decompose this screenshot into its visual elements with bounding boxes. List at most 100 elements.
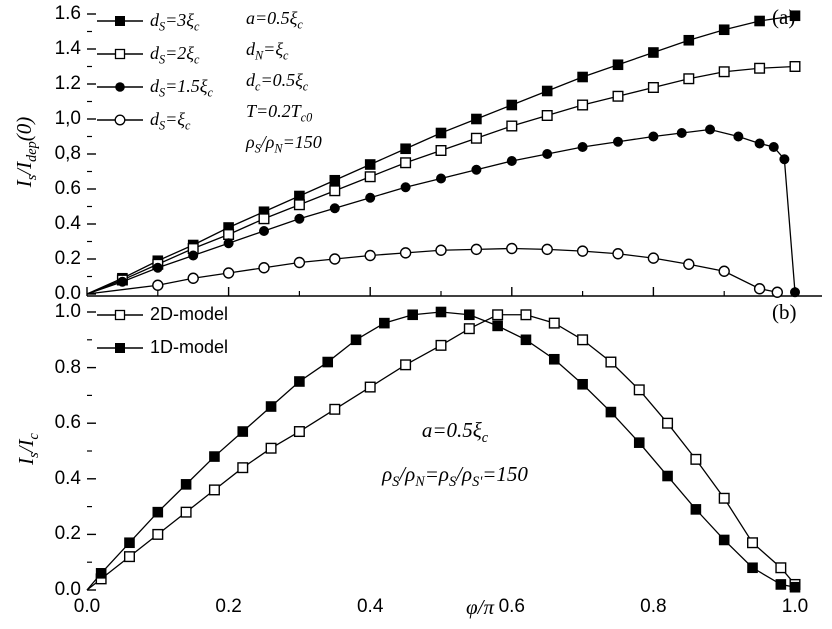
marker-square-filled [379, 317, 390, 329]
y-tick-label-a: 1.6 [54, 3, 81, 24]
y-tick-label-a: 0.2 [54, 248, 81, 269]
y-tick-label-b: 0.2 [54, 523, 81, 545]
marker-square-filled [754, 15, 765, 27]
y-tick-label-a: 1.4 [54, 38, 81, 59]
marker-square-open [775, 562, 787, 574]
marker-square-filled [124, 537, 135, 549]
marker-square-filled [648, 47, 659, 58]
marker-square-filled [364, 159, 376, 170]
marker-square-open [265, 442, 277, 454]
legend-square-filled-icon [97, 15, 143, 26]
marker-circle-filled [117, 276, 128, 287]
marker-square-open [662, 417, 674, 429]
marker-square-open [208, 484, 220, 496]
marker-square-filled [294, 376, 305, 387]
marker-square-open [152, 528, 164, 540]
marker-square-open [647, 81, 659, 93]
marker-square-open [541, 109, 553, 121]
marker-square-open [683, 73, 695, 85]
marker-circle-open [187, 272, 199, 284]
y-tick-label-b: 0.6 [54, 412, 81, 434]
y-tick-label-a: 1.2 [54, 73, 81, 94]
marker-circle-filled [754, 138, 765, 149]
y-tick-label-b: 0.4 [54, 467, 81, 489]
marker-square-filled [152, 506, 164, 518]
marker-square-filled [180, 479, 192, 490]
marker-square-open [364, 381, 376, 393]
y-tick-label-a: 0.4 [54, 213, 81, 234]
marker-circle-open [435, 244, 447, 256]
annotation-a: T=0.2Tc0 [246, 101, 313, 125]
legend-label: 1D-model [150, 337, 229, 357]
marker-square-filled [329, 174, 341, 186]
marker-square-filled [435, 127, 447, 139]
marker-square-filled [492, 320, 503, 332]
marker-square-filled [506, 99, 518, 111]
y-axis-title-a: Is/Idep(0) [12, 116, 41, 188]
y-tick-label-a: 1,0 [54, 108, 81, 129]
marker-square-open [612, 90, 624, 102]
legend-item: dS=ξc [96, 109, 191, 133]
legend-item: dS=2ξc [96, 43, 200, 67]
marker-circle-filled [613, 136, 623, 147]
panel-a-label: (a) [772, 5, 796, 29]
legend-label: dS=3ξc [150, 10, 200, 34]
annotation-b: a=0.5ξc [421, 418, 489, 447]
legend-label: dS=ξc [150, 109, 191, 133]
marker-circle-open [647, 252, 660, 264]
marker-circle-filled [223, 238, 234, 249]
marker-circle-filled [506, 156, 517, 166]
marker-circle-filled [577, 142, 588, 152]
marker-square-open [293, 199, 305, 211]
legend-square-open-icon [97, 309, 143, 320]
marker-square-open [400, 157, 412, 169]
marker-circle-open [576, 245, 589, 257]
marker-square-open [180, 506, 192, 518]
legend-label: dS=2ξc [150, 43, 200, 67]
marker-square-filled [237, 426, 249, 437]
marker-square-open [237, 462, 249, 474]
marker-square-open [577, 99, 589, 111]
marker-square-filled [662, 470, 673, 482]
annotation-a: ρS/ρN=150 [246, 132, 322, 156]
marker-circle-open [541, 243, 553, 256]
marker-square-open [400, 359, 412, 371]
marker-square-open [435, 144, 447, 156]
marker-circle-open [258, 262, 270, 274]
marker-square-filled [612, 59, 624, 71]
marker-square-open [293, 426, 305, 438]
marker-circle-filled [188, 250, 199, 261]
x-tick-label: 0.2 [215, 596, 242, 617]
x-tick-label: 0.4 [356, 596, 384, 617]
legend-item: 2D-model [96, 304, 228, 325]
y-tick-label-b: 0.0 [54, 579, 81, 600]
marker-square-filled [577, 71, 588, 83]
marker-square-open [605, 356, 617, 368]
marker-square-filled [95, 568, 107, 579]
y-axis-title-b: Is/Ic [14, 433, 43, 465]
marker-square-filled [775, 579, 787, 590]
marker-square-open [123, 551, 135, 563]
marker-square-filled [541, 85, 553, 97]
marker-square-open [548, 317, 560, 329]
marker-circle-open [771, 286, 783, 298]
marker-circle-open [329, 253, 341, 265]
marker-square-filled [265, 401, 277, 412]
legend-circle-filled-icon [97, 81, 143, 92]
legend-item: dS=1.5ξc [96, 76, 213, 99]
annotation-a: dc=0.5ξc [246, 70, 309, 94]
marker-circle-open [753, 283, 766, 295]
marker-square-filled [350, 334, 362, 346]
marker-square-filled [322, 356, 334, 368]
marker-circle-open [718, 265, 730, 277]
marker-square-open [789, 61, 801, 73]
marker-square-open [435, 339, 447, 351]
marker-square-filled [683, 34, 695, 46]
marker-square-open [329, 185, 341, 197]
y-tick-label-a: 0.6 [54, 178, 81, 199]
legend-label: 2D-model [150, 304, 229, 324]
marker-square-filled [471, 113, 482, 125]
